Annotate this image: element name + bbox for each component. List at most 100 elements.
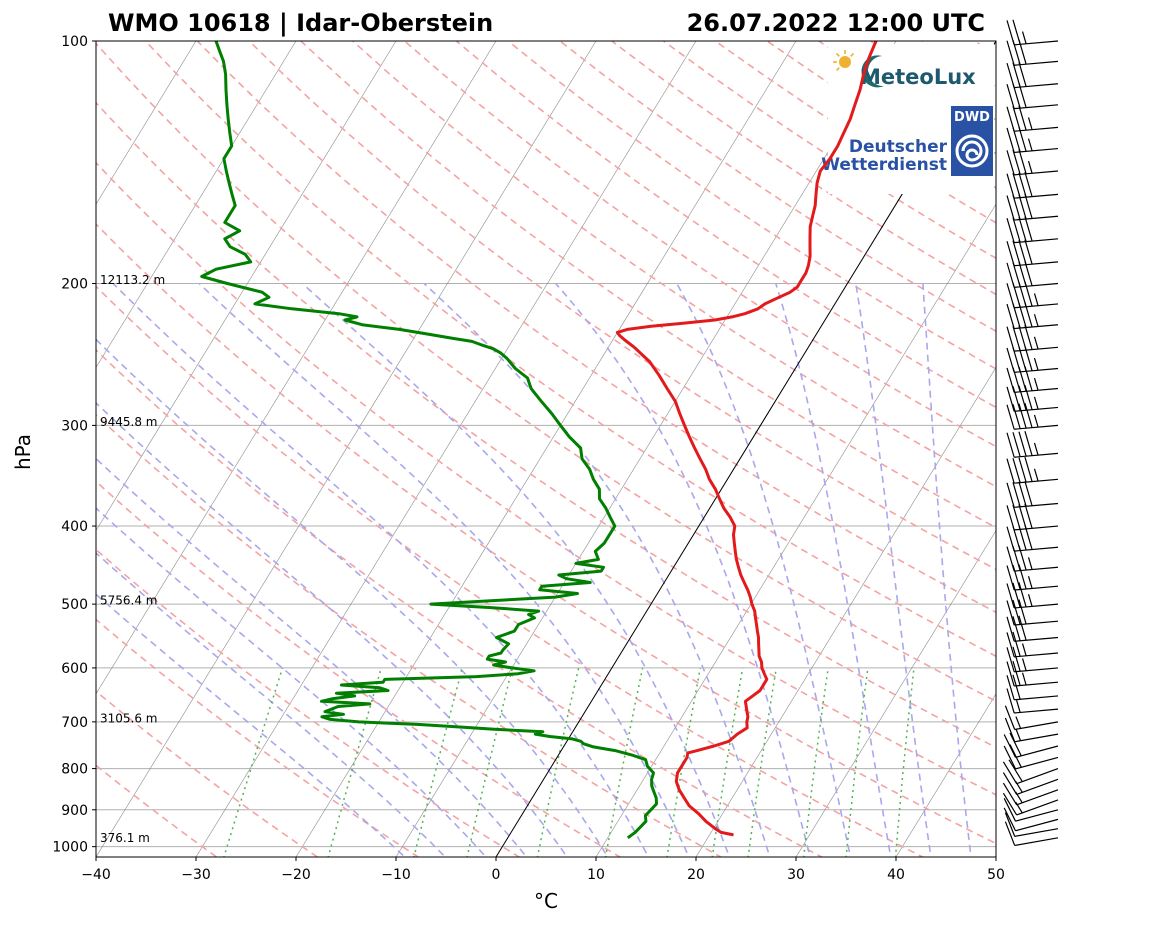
- wind-barb-full: [1018, 261, 1027, 287]
- isotherm-line: [595, 203, 996, 857]
- dry-adiabat-line: [96, 101, 996, 749]
- wind-barb-full: [1018, 431, 1027, 457]
- wind-barb-full: [1002, 761, 1018, 784]
- isotherm-line: [695, 366, 996, 857]
- wind-barb: [1006, 481, 1059, 508]
- moist-adiabat-line: [96, 593, 406, 857]
- wind-barb-staff: [1014, 346, 1059, 352]
- wind-barb: [1004, 717, 1059, 743]
- wind-barb: [1006, 82, 1059, 110]
- moist-adiabat-line: [676, 283, 852, 857]
- wind-barb-full: [1018, 172, 1027, 198]
- wind-barb: [1006, 631, 1059, 658]
- wind-barb-full: [1004, 812, 1016, 837]
- height-label: 12113.2 m: [100, 273, 165, 287]
- dry-adiabat-line: [403, 41, 996, 448]
- wind-barb-staff: [1016, 799, 1059, 816]
- x-tick-label: −20: [281, 867, 311, 883]
- wind-barb-full: [1006, 661, 1015, 687]
- wind-barb-full: [1012, 482, 1021, 507]
- wind-barb-staff: [1014, 721, 1059, 731]
- dry-adiabat-line: [96, 222, 996, 845]
- wind-barb-staff: [1014, 636, 1059, 642]
- dry-adiabat-line: [300, 41, 996, 529]
- wind-barb-full: [1006, 83, 1015, 109]
- moist-adiabat-line: [775, 283, 892, 857]
- wind-barb-full: [1012, 217, 1021, 243]
- wind-barb-staff: [1015, 818, 1059, 832]
- y-tick-label: 800: [61, 762, 88, 778]
- wind-barb-full: [1012, 149, 1021, 175]
- moist-adiabat-line: [301, 282, 731, 857]
- wind-barb-staff: [1014, 546, 1059, 552]
- wind-barb-full: [1012, 504, 1021, 530]
- wind-barb-staff: [1014, 695, 1059, 701]
- moist-adiabat-line: [96, 552, 447, 857]
- wind-barb-half: [1027, 557, 1033, 570]
- wind-barb-full: [1004, 717, 1016, 742]
- wind-barb-half: [1015, 728, 1022, 741]
- mixing-ratio-lines: [223, 667, 915, 857]
- wind-barb-staff: [1014, 603, 1059, 609]
- isotherm-line: [295, 41, 797, 857]
- moist-adiabat-line: [96, 507, 487, 857]
- wind-barb-full: [1006, 632, 1015, 658]
- wind-barb-full: [1012, 127, 1021, 153]
- wind-barb-full: [1024, 403, 1033, 428]
- plot-content: 12113.2 m 9445.8 m 5756.4 m 3105.6 m 376.1 m…: [96, 41, 996, 857]
- wind-barb-full: [1018, 240, 1027, 265]
- wind-barb-full: [1006, 482, 1015, 508]
- plot-frame: [95, 40, 997, 858]
- wind-barb: [1006, 149, 1059, 176]
- wind-barb-staff: [1014, 424, 1059, 430]
- wind-barb-half: [1033, 314, 1039, 327]
- wind-barb-full: [1018, 216, 1027, 242]
- wind-barb-staff: [1014, 303, 1059, 309]
- meteolux-logo: MeteoLux: [833, 50, 976, 89]
- wind-barb: [1003, 744, 1059, 770]
- wind-barb-half: [1027, 593, 1033, 607]
- x-tick-label: 30: [787, 867, 805, 883]
- wind-barb-full: [1012, 616, 1021, 641]
- wind-barb-full: [1006, 688, 1015, 714]
- moist-adiabat-line: [555, 282, 812, 857]
- wind-barb: [1004, 705, 1059, 731]
- wind-barb-full: [1006, 505, 1015, 531]
- wind-barb-full: [1024, 324, 1033, 350]
- wind-barb-full: [1003, 745, 1017, 770]
- wind-barb-full: [1018, 194, 1027, 220]
- wind-barb-full: [1004, 705, 1016, 730]
- dry-adiabat-line: [96, 413, 723, 857]
- moist-adiabat-line: [423, 282, 771, 857]
- wind-barb-full: [1006, 367, 1015, 393]
- wind-barb: [1003, 732, 1059, 758]
- wind-barb-full: [1018, 599, 1027, 625]
- y-tick-label: 700: [61, 715, 88, 731]
- wind-barb: [1006, 261, 1059, 288]
- wind-barb-full: [1006, 150, 1015, 176]
- wind-barb-staff: [1014, 837, 1059, 847]
- wind-barb-full: [1012, 432, 1021, 457]
- wind-barb: [1006, 239, 1059, 267]
- wind-barb-full: [1012, 106, 1021, 131]
- wind-barb-full: [1006, 40, 1015, 66]
- wind-barb: [1006, 503, 1059, 531]
- wind-barb-full: [1012, 674, 1021, 700]
- x-tick-label: −10: [381, 867, 411, 883]
- wind-barb-full: [1018, 105, 1027, 131]
- wind-barb-staff: [1014, 40, 1059, 46]
- wind-barb-full: [1012, 582, 1021, 608]
- wind-barb-full: [1006, 262, 1015, 288]
- moist-adiabat-line: [112, 282, 650, 857]
- dry-adiabat-line: [96, 348, 824, 857]
- chart-title: WMO 10618 | Idar-Oberstein: [108, 9, 493, 37]
- wind-barb-staff: [1016, 789, 1059, 806]
- mixing-ratio-line: [711, 667, 744, 857]
- y-tick-label: 200: [61, 277, 88, 293]
- wind-barb-half: [1027, 138, 1033, 152]
- wind-barb-staff: [1014, 478, 1059, 484]
- moist-adiabat-line: [96, 401, 569, 857]
- wind-barb-full: [1012, 262, 1021, 288]
- wind-barb-full: [1006, 526, 1015, 552]
- isotherm-line: [96, 41, 497, 695]
